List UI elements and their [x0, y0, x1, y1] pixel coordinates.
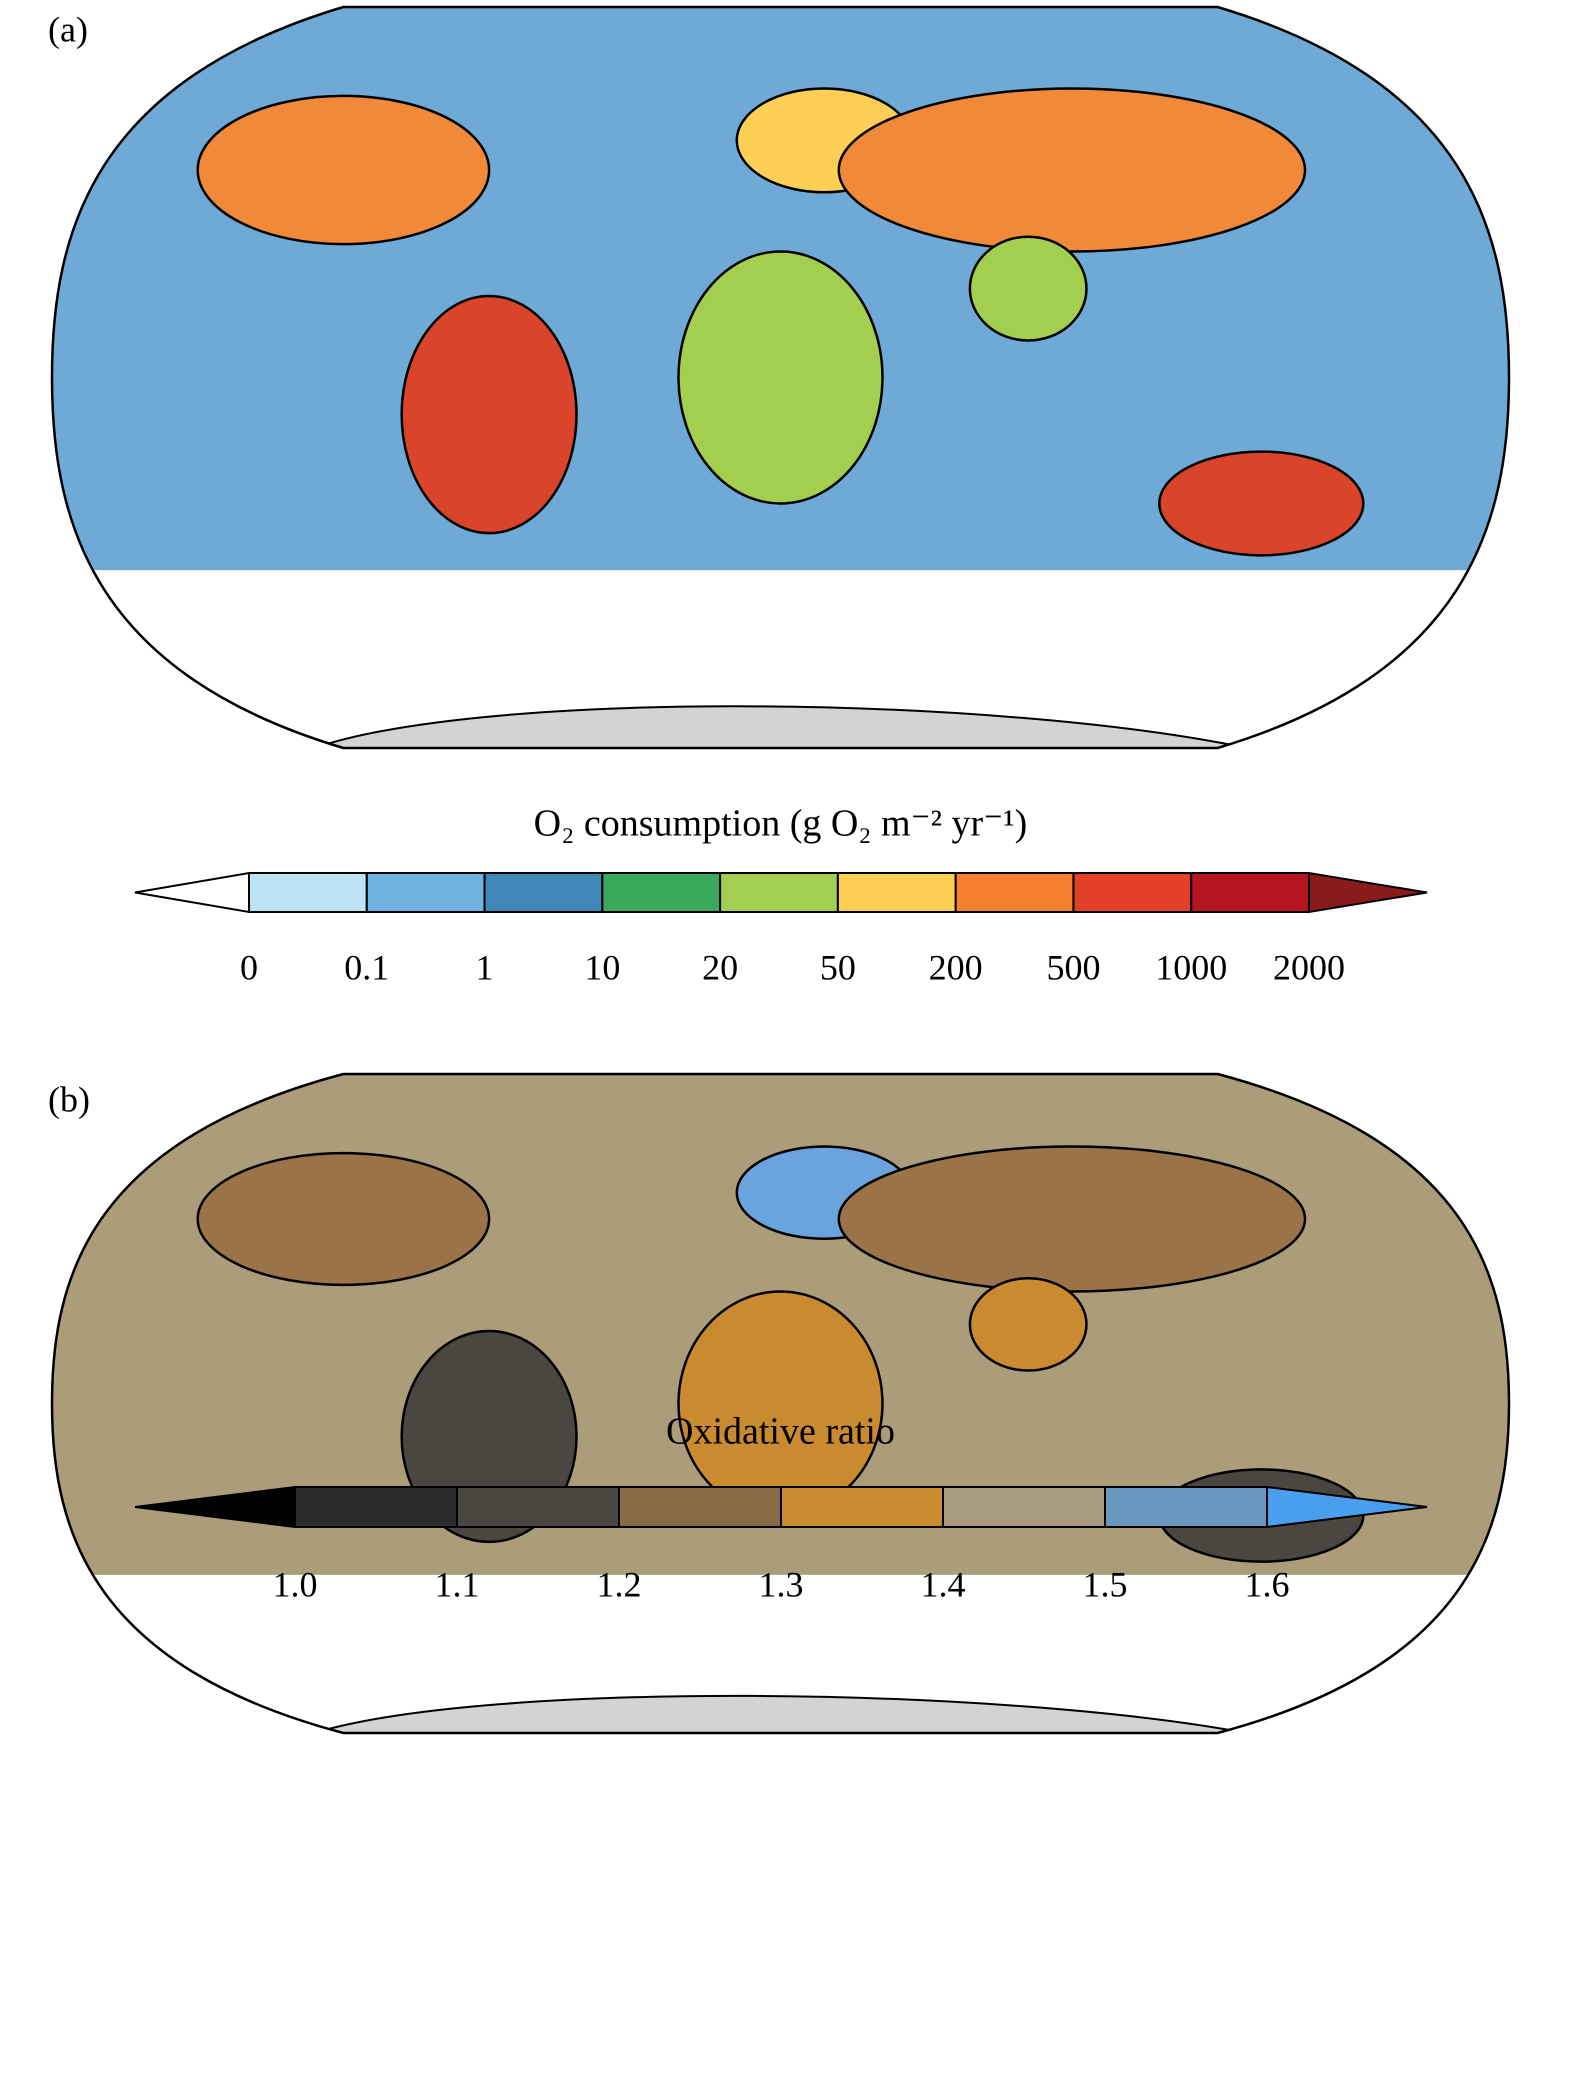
- colorbar-tick-label: 1.6: [1245, 1564, 1290, 1604]
- colorbar-segment: [365, 872, 486, 913]
- colorbar-tick-label: 2000: [1273, 947, 1345, 987]
- land: [196, 94, 491, 246]
- colorbar-title: O₂ consumption (g O₂ m⁻² yr⁻¹): [534, 803, 1028, 845]
- colorbar-tick-label: 1.5: [1083, 1564, 1128, 1604]
- colorbar-segment: [1072, 872, 1193, 913]
- colorbar-tick-label: 1.2: [597, 1564, 642, 1604]
- land: [677, 1290, 884, 1517]
- colorbar-extend-max: [1308, 871, 1428, 914]
- land: [837, 87, 1307, 253]
- colorbar-tick-label: 1000: [1155, 947, 1227, 987]
- map: [52, 1074, 1509, 1733]
- colorbar-tick-label: 500: [1046, 947, 1100, 987]
- land: [196, 1151, 491, 1287]
- colorbar-title: Oxidative ratio: [666, 1411, 895, 1453]
- panel-label: (b): [48, 1079, 90, 1119]
- land: [968, 1277, 1088, 1372]
- colorbar-segment: [719, 872, 839, 913]
- land: [837, 1145, 1307, 1293]
- colorbar-tick-label: 0.1: [344, 947, 389, 987]
- colorbar-segment: [1104, 1486, 1268, 1528]
- colorbar-tick-label: 1.3: [759, 1564, 804, 1604]
- colorbar-segment: [780, 1486, 944, 1528]
- colorbar-tick-label: 1: [476, 947, 494, 987]
- land: [1158, 450, 1365, 557]
- panel-label: (a): [48, 9, 88, 49]
- colorbar-segment: [954, 872, 1075, 913]
- land: [968, 235, 1088, 342]
- colorbar-extend-min: [134, 871, 250, 914]
- colorbar-segment: [601, 872, 722, 913]
- land: [400, 294, 578, 535]
- colorbar-segment: [942, 1486, 1106, 1528]
- colorbar-segment: [456, 1486, 620, 1528]
- colorbar-segment: [1190, 872, 1310, 913]
- map-border: [50, 1072, 1511, 1735]
- colorbar-tick-label: 10: [584, 947, 620, 987]
- colorbar-segment: [483, 872, 604, 913]
- colorbar-tick-label: 50: [820, 947, 856, 987]
- colorbar-tick-label: 0: [240, 947, 258, 987]
- map-border: [50, 5, 1511, 750]
- colorbar-segment: [618, 1486, 782, 1528]
- antarctica: [313, 1694, 1247, 1733]
- colorbar-tick-label: 1.1: [435, 1564, 480, 1604]
- antarctica: [313, 705, 1247, 748]
- colorbar-tick-label: 1.0: [273, 1564, 318, 1604]
- colorbar-tick-label: 200: [929, 947, 983, 987]
- colorbar-segment: [836, 872, 957, 913]
- colorbar-tick-label: 1.4: [921, 1564, 966, 1604]
- land: [677, 250, 884, 505]
- colorbar-tick-label: 20: [702, 947, 738, 987]
- colorbar-segment: [294, 1486, 458, 1528]
- map: [52, 7, 1509, 748]
- colorbar-segment: [248, 872, 368, 913]
